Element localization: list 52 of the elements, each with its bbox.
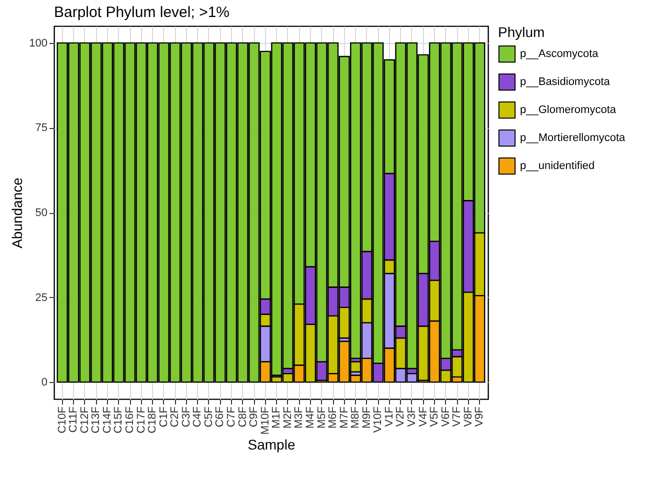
legend-label: p__Mortierellomycota bbox=[520, 132, 626, 144]
y-tick-label: 100 bbox=[29, 37, 48, 50]
x-tick-label: V10F bbox=[372, 406, 384, 433]
x-tick-label: V3F bbox=[406, 406, 418, 427]
x-tick-label: M2F bbox=[282, 406, 294, 428]
y-tick-label: 25 bbox=[35, 292, 48, 304]
x-tick-label: V4F bbox=[417, 406, 430, 427]
x-tick-label: C1F bbox=[158, 406, 170, 428]
x-tick-label: V2F bbox=[394, 406, 407, 427]
x-tick-label: V7F bbox=[451, 406, 464, 427]
x-tick-label: M10F bbox=[259, 406, 272, 435]
y-tick-label: 75 bbox=[35, 122, 48, 134]
x-tick-label: V9F bbox=[474, 406, 486, 427]
chart-title: Barplot Phylum level; >1% bbox=[54, 4, 230, 21]
x-tick-label: C6F bbox=[214, 406, 226, 428]
x-tick-label: M9F bbox=[360, 406, 373, 428]
x-tick-label: C17F bbox=[135, 406, 148, 434]
x-axis-title: Sample bbox=[248, 436, 296, 453]
x-tick-label: C11F bbox=[68, 406, 80, 433]
x-tick-label: M1F bbox=[270, 406, 283, 428]
legend-label: p__Glomeromycota bbox=[520, 104, 617, 116]
legend-label: p__unidentified bbox=[520, 160, 595, 172]
y-tick-label: 50 bbox=[35, 207, 48, 219]
legend-label: p__Ascomycota bbox=[520, 48, 600, 60]
x-tick-label: C10F bbox=[56, 406, 68, 434]
x-tick-label: C7F bbox=[226, 406, 238, 428]
x-tick-label: C16F bbox=[124, 406, 136, 434]
x-tick-label: V6F bbox=[440, 406, 452, 427]
x-tick-label: M5F bbox=[316, 406, 328, 428]
x-tick-label: M4F bbox=[304, 406, 316, 428]
x-tick-label: M7F bbox=[338, 406, 350, 428]
x-tick-label: C18F bbox=[146, 406, 159, 434]
x-tick-label: M8F bbox=[350, 406, 362, 428]
x-tick-label: C9F bbox=[248, 406, 260, 428]
y-tick-label: 0 bbox=[41, 376, 48, 389]
y-axis-title: Abundance bbox=[9, 177, 26, 248]
x-tick-label: C13F bbox=[90, 406, 102, 434]
x-tick-label: V8F bbox=[462, 406, 474, 427]
x-tick-label: C3F bbox=[180, 406, 192, 428]
x-tick-label: V5F bbox=[428, 406, 441, 427]
x-tick-label: C14F bbox=[101, 406, 114, 434]
x-tick-label: C12F bbox=[78, 406, 91, 434]
x-tick-label: C15F bbox=[112, 406, 125, 434]
legend-title: Phylum bbox=[498, 24, 545, 40]
x-tick-label: V1F bbox=[383, 406, 396, 427]
x-tick-label: C4F bbox=[192, 406, 204, 428]
x-tick-label: C5F bbox=[202, 406, 215, 428]
x-tick-label: M6F bbox=[327, 406, 340, 428]
x-tick-label: C8F bbox=[236, 406, 249, 428]
x-tick-label: C2F bbox=[169, 406, 182, 428]
legend-label: p__Basidiomycota bbox=[520, 76, 611, 88]
x-tick-label: M3F bbox=[293, 406, 306, 428]
